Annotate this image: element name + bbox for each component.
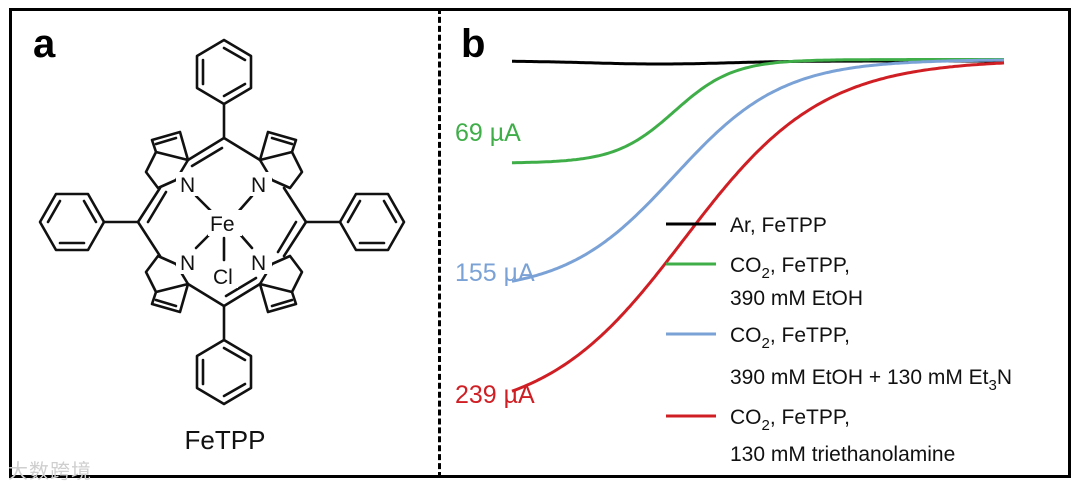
current-annotation-red: 239 µA bbox=[455, 381, 535, 409]
nitrogen-atom-label: N bbox=[251, 252, 266, 275]
nitrogen-atom-label: N bbox=[251, 174, 266, 197]
legend-entry-green: CO2, FeTPP, bbox=[730, 254, 850, 282]
panel-label-a: a bbox=[33, 22, 56, 66]
figure-frame bbox=[9, 8, 1071, 478]
series-line-blue bbox=[511, 58, 1005, 283]
nitrogen-atom-label: N bbox=[180, 174, 195, 197]
legend-entry-blue: CO2, FeTPP, bbox=[730, 324, 850, 352]
current-annotation-green: 69 µA bbox=[455, 119, 521, 147]
iron-atom-label: Fe bbox=[210, 213, 235, 236]
legend-entry-black: Ar, FeTPP bbox=[730, 214, 827, 237]
legend-entry-blue-line2: 390 mM EtOH + 130 mM Et3N bbox=[730, 366, 1012, 394]
series-line-green bbox=[512, 58, 1004, 165]
watermark: 大数跨境 bbox=[8, 459, 92, 483]
series-line-red bbox=[511, 61, 1005, 393]
current-annotation-blue: 155 µA bbox=[455, 259, 535, 287]
fetpp-structure: N N N N Fe Cl bbox=[38, 38, 406, 406]
nitrogen-atom-label: N bbox=[180, 252, 195, 275]
molecule-name: FeTPP bbox=[184, 425, 266, 455]
chloride-ligand-label: Cl bbox=[213, 266, 233, 289]
panel-label-b: b bbox=[461, 22, 486, 66]
legend-entry-red: CO2, FeTPP, bbox=[730, 406, 850, 434]
legend-entry-green-line2: 390 mM EtOH bbox=[730, 287, 863, 310]
legend-entry-red-line2: 130 mM triethanolamine bbox=[730, 443, 955, 466]
panel-divider bbox=[438, 8, 441, 478]
